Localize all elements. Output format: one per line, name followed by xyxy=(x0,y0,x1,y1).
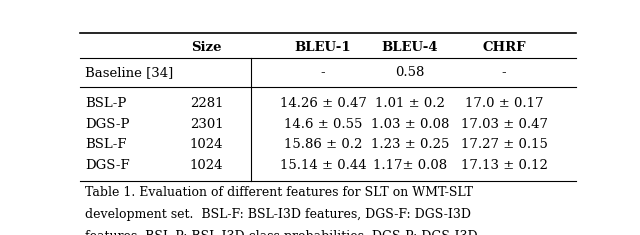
Text: 0.58: 0.58 xyxy=(395,66,424,79)
Text: development set.  BSL-F: BSL-I3D features, DGS-F: DGS-I3D: development set. BSL-F: BSL-I3D features… xyxy=(85,208,471,221)
Text: 14.6 ± 0.55: 14.6 ± 0.55 xyxy=(284,118,362,131)
Text: DGS-F: DGS-F xyxy=(85,159,129,172)
Text: 1.01 ± 0.2: 1.01 ± 0.2 xyxy=(375,97,445,110)
Text: 15.14 ± 0.44: 15.14 ± 0.44 xyxy=(280,159,366,172)
Text: features, BSL-P: BSL-I3D class probabilities, DGS-P: DGS-I3D: features, BSL-P: BSL-I3D class probabili… xyxy=(85,230,477,235)
Text: 1.23 ± 0.25: 1.23 ± 0.25 xyxy=(371,138,449,151)
Text: 14.26 ± 0.47: 14.26 ± 0.47 xyxy=(280,97,367,110)
Text: 1024: 1024 xyxy=(189,159,223,172)
Text: 15.86 ± 0.2: 15.86 ± 0.2 xyxy=(284,138,362,151)
Text: BSL-F: BSL-F xyxy=(85,138,127,151)
Text: BLEU-4: BLEU-4 xyxy=(381,41,438,54)
Text: 2301: 2301 xyxy=(189,118,223,131)
Text: 2281: 2281 xyxy=(189,97,223,110)
Text: 17.27 ± 0.15: 17.27 ± 0.15 xyxy=(461,138,547,151)
Text: Size: Size xyxy=(191,41,221,54)
Text: Table 1. Evaluation of different features for SLT on WMT-SLT: Table 1. Evaluation of different feature… xyxy=(85,186,473,199)
Text: 17.03 ± 0.47: 17.03 ± 0.47 xyxy=(461,118,548,131)
Text: BSL-P: BSL-P xyxy=(85,97,126,110)
Text: CHRF: CHRF xyxy=(483,41,526,54)
Text: BLEU-1: BLEU-1 xyxy=(295,41,351,54)
Text: Baseline [34]: Baseline [34] xyxy=(85,66,173,79)
Text: -: - xyxy=(321,66,325,79)
Text: 17.0 ± 0.17: 17.0 ± 0.17 xyxy=(465,97,543,110)
Text: 1.17± 0.08: 1.17± 0.08 xyxy=(372,159,447,172)
Text: 17.13 ± 0.12: 17.13 ± 0.12 xyxy=(461,159,547,172)
Text: DGS-P: DGS-P xyxy=(85,118,129,131)
Text: 1024: 1024 xyxy=(189,138,223,151)
Text: -: - xyxy=(502,66,506,79)
Text: 1.03 ± 0.08: 1.03 ± 0.08 xyxy=(371,118,449,131)
